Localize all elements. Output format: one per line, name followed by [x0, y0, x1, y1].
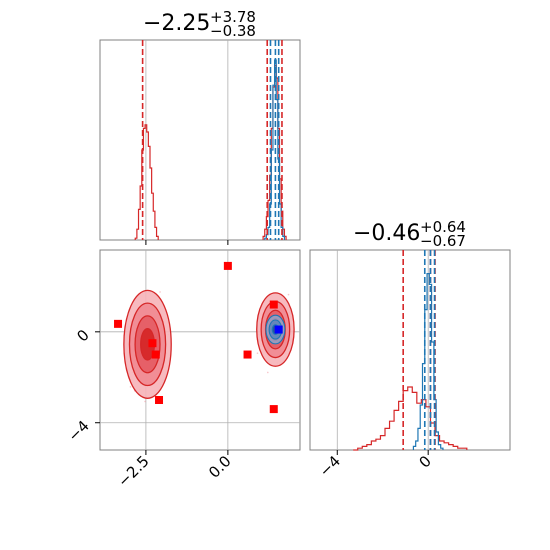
joint-sample-point — [159, 291, 161, 293]
joint-red-marker — [269, 405, 278, 414]
marginal-0-title-plus: +3.78 — [210, 8, 256, 26]
joint-x-tick-label: −2.5 — [114, 452, 152, 490]
marginal-1-panel — [309, 249, 511, 451]
marginal-0-title-minus: −0.38 — [210, 22, 256, 40]
marginal-1-hist-red — [353, 386, 468, 451]
marginal-0-hist-blue — [264, 59, 286, 240]
marginal-0-title-main: −2.25 — [143, 11, 210, 36]
marginal-1-title-main: −0.46 — [353, 221, 420, 246]
marginal-0-title: −2.25 — [143, 11, 210, 36]
marginal-1-title-minus: −0.67 — [420, 232, 466, 250]
joint-red-marker — [148, 339, 157, 348]
joint-y-tick-label: 0 — [73, 326, 92, 345]
joint-red-marker — [114, 319, 123, 328]
joint-sample-point — [256, 352, 259, 354]
marginal-1-hist-blue — [412, 273, 444, 450]
joint-content — [114, 261, 295, 414]
joint-sample-point — [129, 386, 132, 388]
joint-sample-point — [287, 293, 290, 296]
joint-y-tick-label: −4 — [64, 417, 92, 445]
joint-red-marker — [243, 350, 252, 359]
joint-red-marker — [151, 350, 160, 359]
joint-x-tick-label: 0.0 — [205, 452, 235, 482]
marginal-1-x-tick-label: 0 — [416, 452, 435, 471]
joint-red-marker — [269, 300, 278, 309]
joint-sample-point — [144, 400, 146, 403]
marginal-1-content — [353, 250, 468, 451]
joint-blue-marker — [274, 325, 283, 334]
joint-red-marker — [223, 261, 232, 270]
marginal-1-x-tick-label: −4 — [316, 452, 344, 480]
marginal-1-title: −0.46 — [353, 221, 420, 246]
marginal-0-content — [134, 40, 287, 240]
joint-sample-point — [266, 371, 269, 374]
marginal-1-title-plus: +0.64 — [420, 218, 466, 236]
joint-red-marker — [155, 396, 164, 404]
